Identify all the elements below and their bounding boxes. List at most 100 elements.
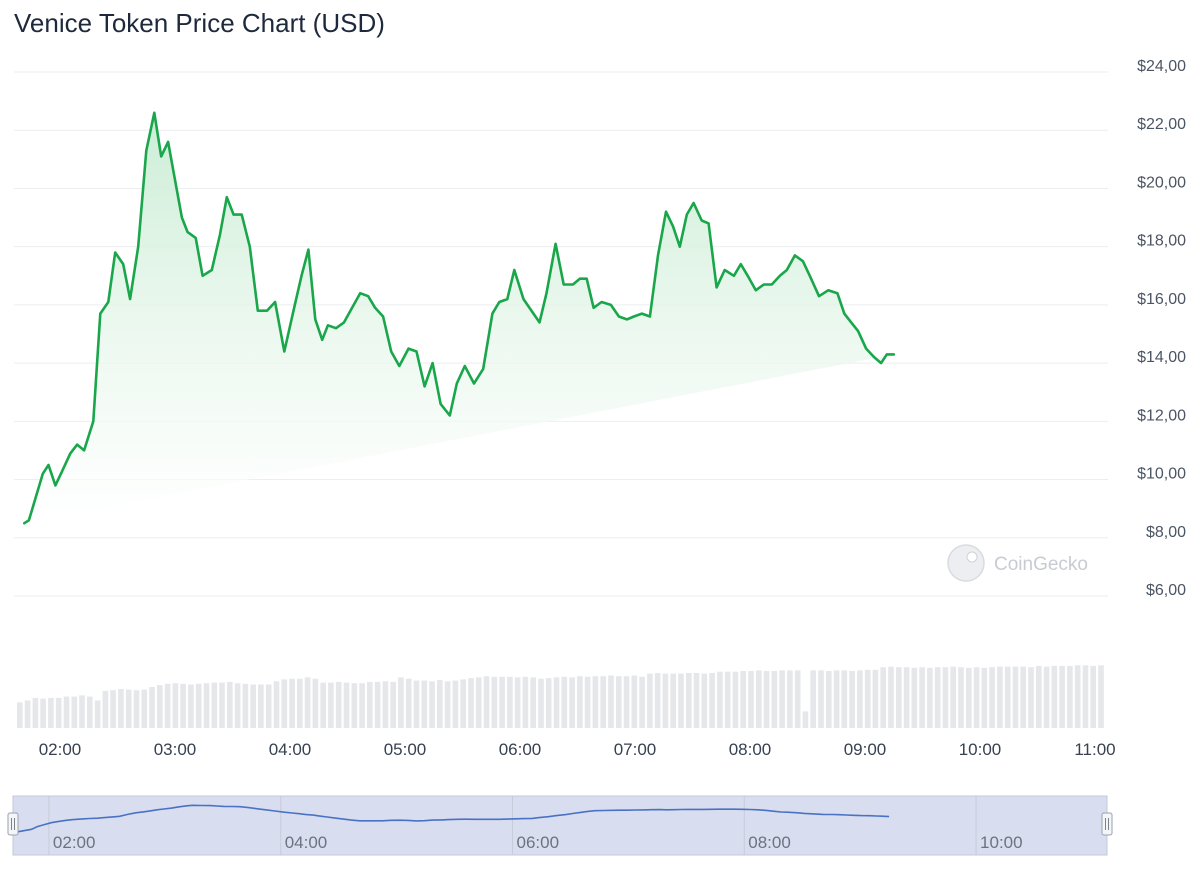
- price-point[interactable]: [699, 218, 705, 224]
- price-point[interactable]: [584, 276, 590, 282]
- price-point[interactable]: [914, 0, 920, 3]
- navigator-selection[interactable]: [12, 795, 1108, 856]
- price-point[interactable]: [906, 0, 912, 3]
- price-point[interactable]: [185, 229, 191, 235]
- price-point[interactable]: [255, 308, 261, 314]
- price-point[interactable]: [1000, 0, 1006, 3]
- price-point[interactable]: [291, 308, 297, 314]
- price-point[interactable]: [414, 349, 420, 355]
- price-point[interactable]: [299, 273, 305, 279]
- price-point[interactable]: [438, 401, 444, 407]
- price-point[interactable]: [127, 296, 133, 302]
- price-point[interactable]: [591, 305, 597, 311]
- price-point[interactable]: [388, 349, 394, 355]
- price-point[interactable]: [922, 0, 928, 3]
- price-point[interactable]: [561, 282, 567, 288]
- price-point[interactable]: [570, 282, 576, 288]
- price-point[interactable]: [977, 0, 983, 3]
- price-point[interactable]: [52, 482, 58, 488]
- price-point[interactable]: [143, 148, 149, 154]
- price-point[interactable]: [1046, 0, 1052, 3]
- price-point[interactable]: [217, 232, 223, 238]
- price-point[interactable]: [1084, 0, 1090, 3]
- price-point[interactable]: [81, 447, 87, 453]
- price-point[interactable]: [1053, 0, 1059, 3]
- price-point[interactable]: [447, 413, 453, 419]
- price-point[interactable]: [738, 261, 744, 267]
- price-point[interactable]: [731, 273, 737, 279]
- price-point[interactable]: [800, 258, 806, 264]
- price-point[interactable]: [97, 311, 103, 317]
- price-point[interactable]: [462, 363, 468, 369]
- price-point[interactable]: [777, 273, 783, 279]
- price-point[interactable]: [471, 381, 477, 387]
- price-point[interactable]: [209, 267, 215, 273]
- price-point[interactable]: [224, 194, 230, 200]
- price-point[interactable]: [841, 311, 847, 317]
- price-point[interactable]: [480, 366, 486, 372]
- price-point[interactable]: [599, 299, 605, 305]
- price-point[interactable]: [67, 450, 73, 456]
- price-point[interactable]: [46, 462, 52, 468]
- price-point[interactable]: [706, 220, 712, 226]
- price-point[interactable]: [74, 442, 80, 448]
- price-point[interactable]: [884, 351, 890, 357]
- price-point[interactable]: [577, 276, 583, 282]
- price-point[interactable]: [105, 299, 111, 305]
- price-point[interactable]: [112, 250, 118, 256]
- price-point[interactable]: [372, 305, 378, 311]
- price-point[interactable]: [878, 360, 884, 366]
- price-point[interactable]: [1030, 0, 1036, 3]
- price-point[interactable]: [333, 325, 339, 331]
- price-point[interactable]: [993, 0, 999, 3]
- price-point[interactable]: [825, 287, 831, 293]
- navigator-right-handle[interactable]: [1101, 812, 1113, 836]
- price-point[interactable]: [722, 267, 728, 273]
- price-point[interactable]: [930, 0, 936, 3]
- price-point[interactable]: [496, 299, 502, 305]
- price-point[interactable]: [312, 316, 318, 322]
- price-point[interactable]: [946, 0, 952, 3]
- price-point[interactable]: [969, 0, 975, 3]
- price-point[interactable]: [871, 354, 877, 360]
- price-point[interactable]: [647, 314, 653, 320]
- price-point[interactable]: [663, 209, 669, 215]
- price-point[interactable]: [281, 349, 287, 355]
- price-point[interactable]: [855, 328, 861, 334]
- price-point[interactable]: [231, 212, 237, 218]
- price-point[interactable]: [670, 223, 676, 229]
- price-point[interactable]: [193, 235, 199, 241]
- price-point[interactable]: [784, 267, 790, 273]
- price-point[interactable]: [631, 314, 637, 320]
- price-point[interactable]: [406, 346, 412, 352]
- price-point[interactable]: [430, 360, 436, 366]
- price-point[interactable]: [639, 311, 645, 317]
- price-point[interactable]: [1061, 0, 1067, 3]
- price-point[interactable]: [608, 302, 614, 308]
- price-point[interactable]: [792, 252, 798, 258]
- price-point[interactable]: [745, 273, 751, 279]
- price-point[interactable]: [985, 0, 991, 3]
- price-point[interactable]: [165, 139, 171, 145]
- navigator-left-handle[interactable]: [7, 812, 19, 836]
- price-point[interactable]: [264, 308, 270, 314]
- price-point[interactable]: [200, 273, 206, 279]
- price-point[interactable]: [1038, 0, 1044, 3]
- price-point[interactable]: [1099, 0, 1105, 3]
- price-point[interactable]: [1015, 0, 1021, 3]
- price-point[interactable]: [90, 418, 96, 424]
- price-point[interactable]: [135, 244, 141, 250]
- price-point[interactable]: [848, 319, 854, 325]
- price-point[interactable]: [655, 252, 661, 258]
- price-point[interactable]: [511, 267, 517, 273]
- price-point[interactable]: [504, 296, 510, 302]
- price-point[interactable]: [677, 244, 683, 250]
- price-point[interactable]: [40, 471, 46, 477]
- price-point[interactable]: [365, 293, 371, 299]
- price-point[interactable]: [898, 0, 904, 3]
- price-point[interactable]: [325, 322, 331, 328]
- price-point[interactable]: [616, 314, 622, 320]
- price-point[interactable]: [1076, 0, 1082, 3]
- price-point[interactable]: [961, 0, 967, 3]
